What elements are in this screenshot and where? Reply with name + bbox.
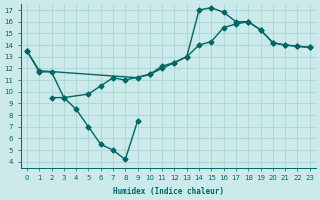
X-axis label: Humidex (Indice chaleur): Humidex (Indice chaleur) — [113, 187, 224, 196]
